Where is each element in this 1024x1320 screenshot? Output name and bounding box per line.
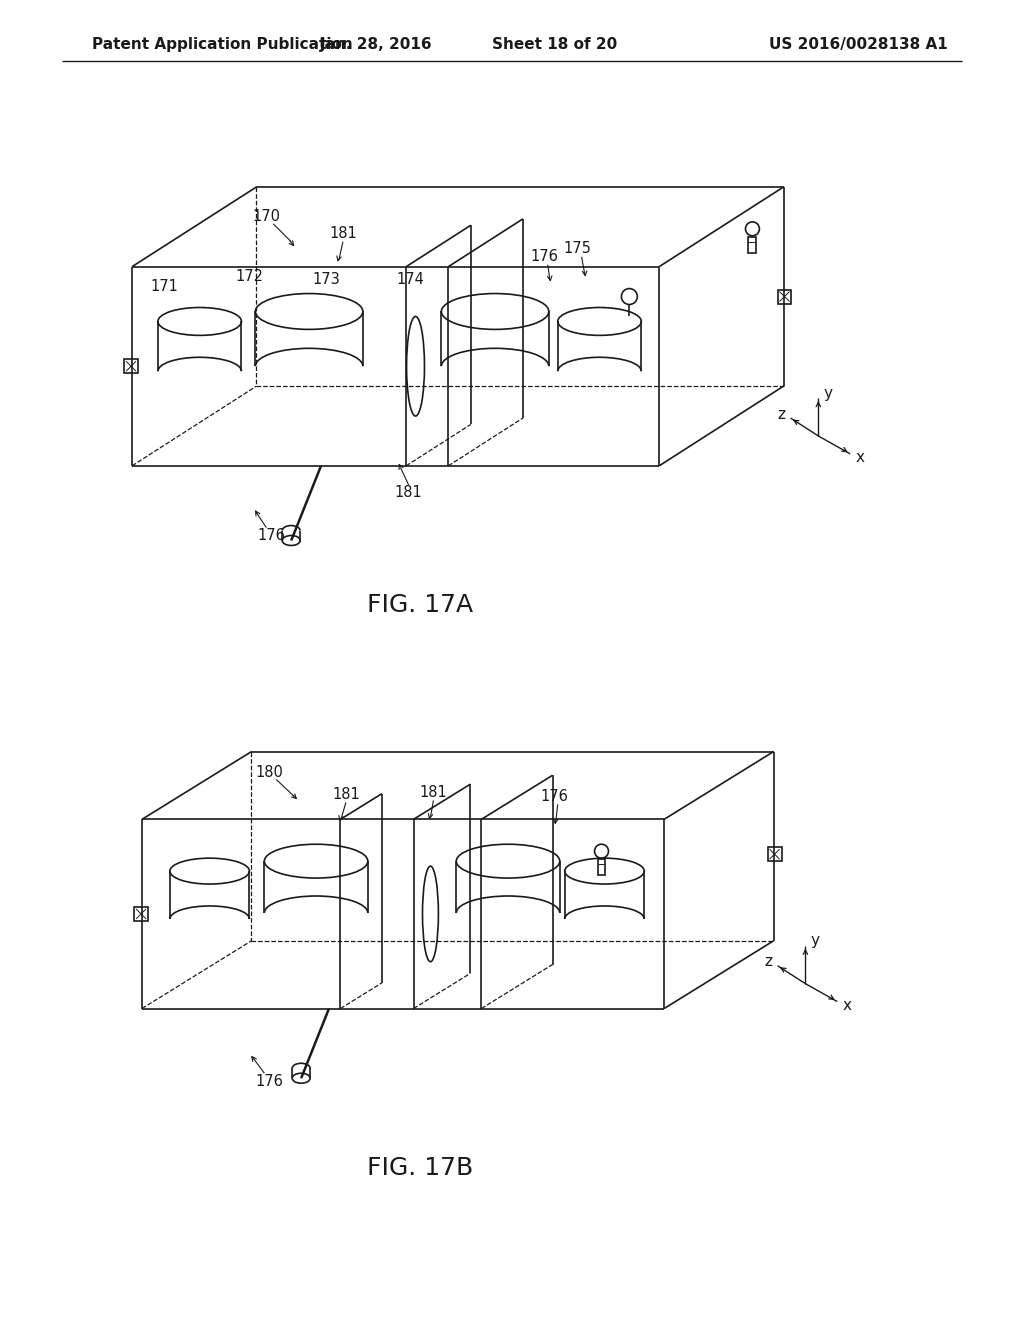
Text: 173: 173 [312, 272, 340, 288]
Text: 174: 174 [396, 272, 425, 288]
Text: Patent Application Publication: Patent Application Publication [92, 37, 353, 51]
Text: z: z [765, 954, 772, 969]
Text: z: z [777, 407, 785, 421]
Text: 181: 181 [394, 486, 423, 500]
Text: y: y [823, 385, 833, 401]
Text: FIG. 17B: FIG. 17B [368, 1156, 474, 1180]
Text: US 2016/0028138 A1: US 2016/0028138 A1 [769, 37, 947, 51]
Text: Jan. 28, 2016: Jan. 28, 2016 [319, 37, 432, 51]
Text: 176: 176 [255, 1073, 284, 1089]
Text: 171: 171 [150, 279, 178, 294]
Bar [777, 289, 792, 304]
Text: FIG. 17A: FIG. 17A [368, 593, 473, 618]
Text: Sheet 18 of 20: Sheet 18 of 20 [493, 37, 617, 51]
Text: 172: 172 [236, 269, 263, 284]
Text: 181: 181 [420, 785, 447, 800]
Text: x: x [855, 450, 864, 466]
Text: 170: 170 [252, 210, 281, 224]
Text: 176: 176 [257, 528, 286, 543]
Text: 180: 180 [255, 766, 284, 780]
Text: 176: 176 [530, 249, 559, 264]
Bar [598, 859, 605, 875]
Bar [134, 907, 148, 921]
Text: 181: 181 [329, 226, 356, 242]
Text: 181: 181 [332, 787, 359, 803]
Text: 176: 176 [541, 789, 568, 804]
Text: x: x [842, 998, 851, 1012]
Bar [124, 359, 138, 374]
Bar [768, 847, 781, 861]
Text: 175: 175 [563, 242, 592, 256]
Text: y: y [810, 933, 819, 948]
Bar [749, 236, 757, 252]
